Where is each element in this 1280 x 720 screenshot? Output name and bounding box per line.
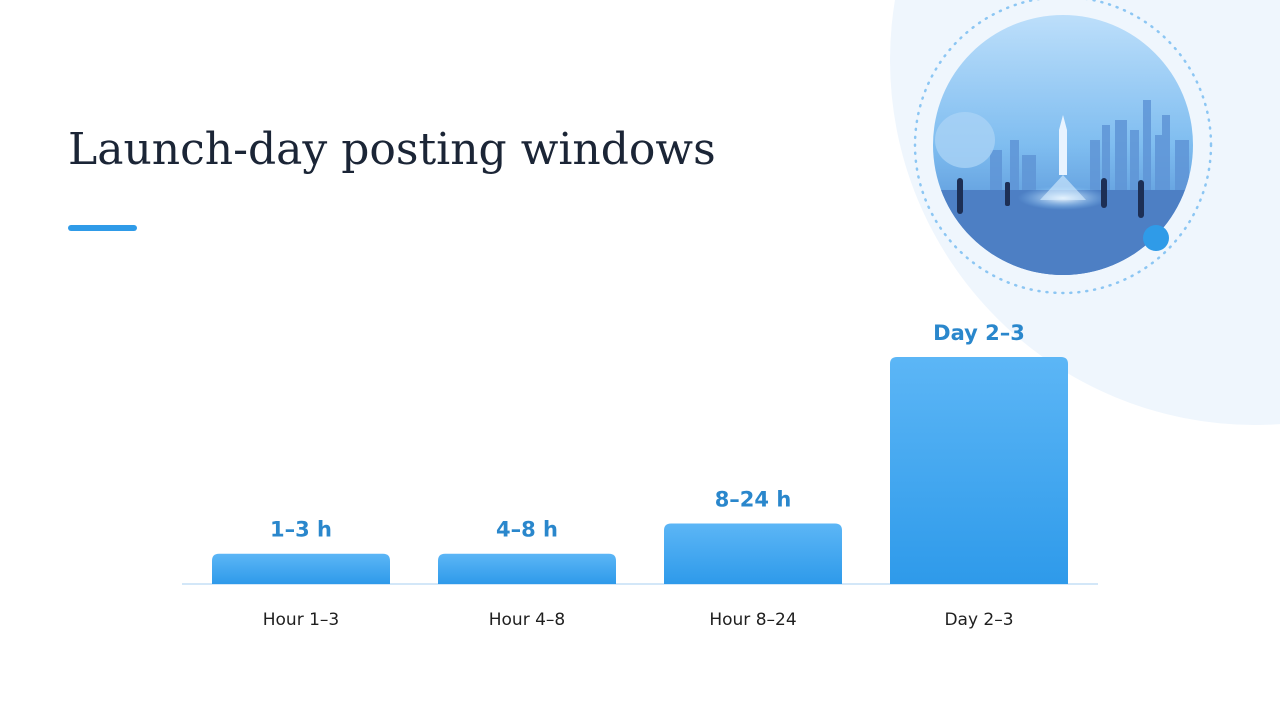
bar [664,523,842,584]
dotted-ring [913,0,1213,295]
bar [438,553,616,584]
category-label: Hour 1–3 [263,610,339,630]
value-label: Day 2–3 [933,321,1025,345]
slide-title: Launch-day posting windows [68,124,716,175]
category-label: Day 2–3 [944,610,1013,630]
value-label: 1–3 h [270,518,332,542]
value-label: 4–8 h [496,518,558,542]
value-label: 8–24 h [715,487,792,511]
bar [890,357,1068,584]
category-label: Hour 8–24 [709,610,796,630]
category-label: Hour 4–8 [489,610,565,630]
title-accent [68,225,137,231]
accent-dot [1143,225,1169,251]
chart: 1–3 h Hour 1–3 4–8 h Hour 4–8 8–24 h Hour 8–2… [212,321,1068,630]
bar [212,553,390,584]
